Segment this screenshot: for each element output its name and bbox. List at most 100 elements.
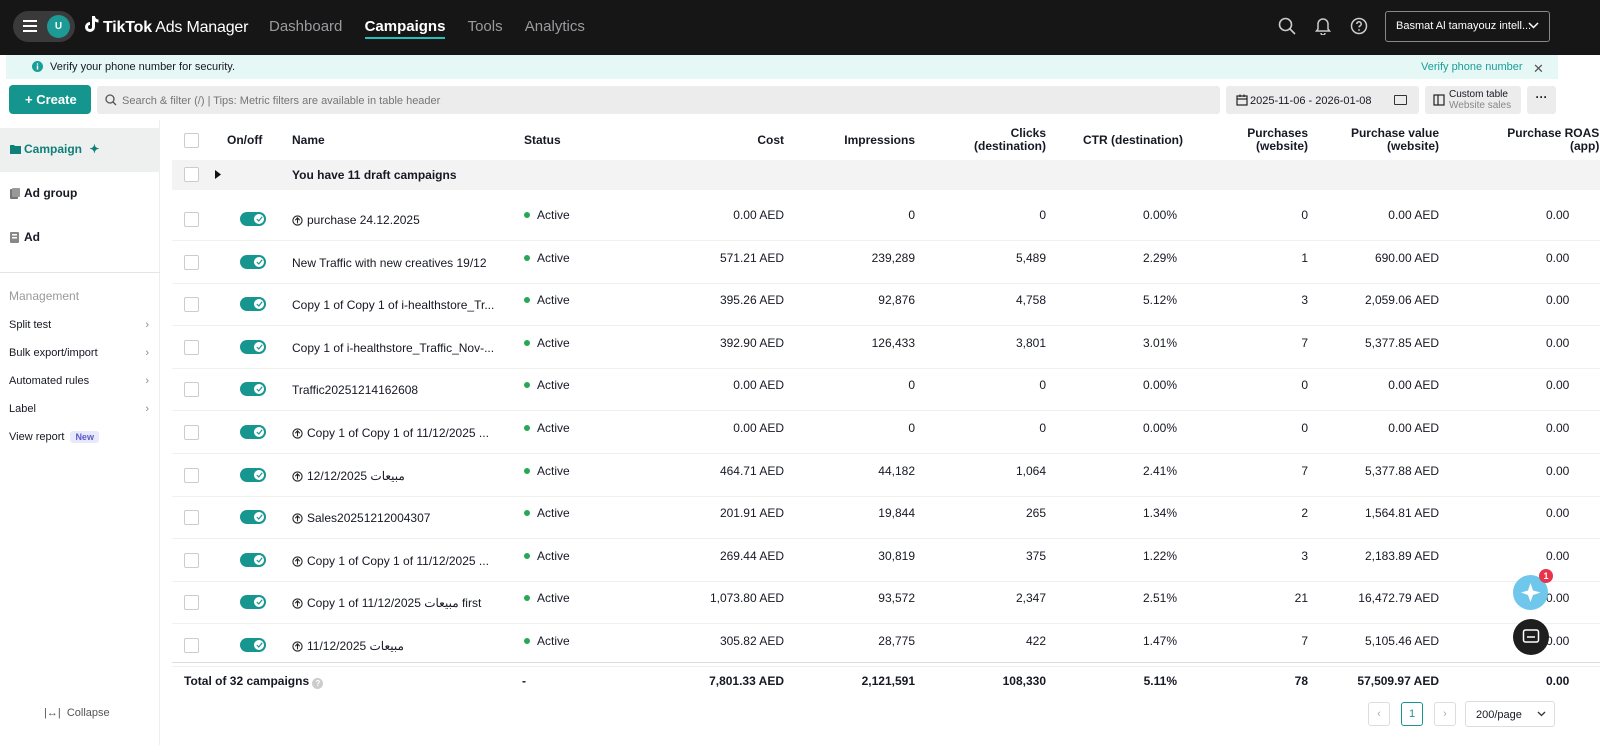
table-row[interactable]: مبيعات 11/12/2025 Active 305.82 AED 28,775 4… [172,624,1600,667]
create-button[interactable]: + Create [9,85,91,114]
campaign-name[interactable]: Copy 1 of i-healthstore_Traffic_Nov-... [292,341,494,355]
sidebar-item-ad[interactable]: Ad [0,216,160,260]
table-row[interactable]: New Traffic with new creatives 19/12 Acti… [172,241,1600,284]
campaign-name[interactable]: مبيعات 11/12/2025 [292,639,404,653]
avatar[interactable]: U [47,15,70,38]
row-checkbox[interactable] [184,595,199,610]
sidebar-link-split-test[interactable]: Split test › [9,319,149,331]
campaign-toggle[interactable] [240,212,266,226]
menu-button[interactable]: U [13,11,75,42]
table-row[interactable]: purchase 24.12.2025 Active 0.00 AED 0 0 0.00%… [172,198,1600,241]
custom-table-button[interactable]: Custom table Website sales [1425,86,1521,114]
campaign-type-icon [292,641,303,652]
search-input[interactable]: Search & filter (/) | Tips: Metric filte… [97,86,1220,114]
col-name[interactable]: Name [292,133,325,147]
date-range-picker[interactable]: 2025-11-06 - 2026-01-08 [1226,86,1419,114]
table-row[interactable]: Traffic20251214162608 Active 0.00 AED 0 0 0.0… [172,368,1600,411]
chevron-right-icon: › [145,319,149,331]
table-row[interactable]: Copy 1 of Copy 1 of 11/12/2025 ... Active… [172,411,1600,454]
campaign-name[interactable]: Copy 1 of 11/12/2025 مبيعات first [292,596,481,610]
campaign-toggle[interactable] [240,297,266,311]
clicks-cell: 0 [1039,378,1046,392]
row-checkbox[interactable] [184,382,199,397]
campaign-name[interactable]: purchase 24.12.2025 [292,213,420,227]
account-selector[interactable]: Basmat Al tamayouz intell... [1385,11,1550,42]
collapse-button[interactable]: |↔| Collapse [44,707,110,719]
row-checkbox[interactable] [184,297,199,312]
sidebar-link-bulk-export[interactable]: Bulk export/import › [9,347,149,359]
campaign-name[interactable]: Copy 1 of Copy 1 of 11/12/2025 ... [292,554,489,568]
campaign-name[interactable]: New Traffic with new creatives 19/12 [292,256,487,270]
table-row[interactable]: مبيعات 12/12/2025 Active 464.71 AED 44,182 1… [172,454,1600,497]
search-icon[interactable] [1278,17,1296,35]
clicks-cell: 375 [1025,549,1046,563]
help-circle-icon[interactable]: ? [312,678,324,689]
roas-cell: 0.00 [1546,634,1570,648]
col-clicks[interactable]: Clicks (destination) [974,127,1046,153]
row-checkbox[interactable] [184,638,199,653]
page-size-select[interactable]: 200/page [1465,701,1555,727]
sidebar-item-ad-group[interactable]: Ad group [0,172,160,216]
compare-icon[interactable] [1394,95,1407,105]
campaign-toggle[interactable] [240,638,266,652]
table-row[interactable]: Sales20251212004307 Active 201.91 AED 19,84… [172,496,1600,539]
nav-tools[interactable]: Tools [467,18,503,35]
col-cost[interactable]: Cost [757,133,784,147]
col-onoff[interactable]: On/off [227,133,263,147]
purchase-value-cell: 5,105.46 AED [1364,634,1439,648]
row-checkbox[interactable] [184,510,199,525]
select-all-checkbox[interactable] [184,133,199,148]
campaign-name-text: Copy 1 of Copy 1 of 11/12/2025 ... [307,426,489,440]
campaign-toggle[interactable] [240,255,266,269]
campaign-toggle[interactable] [240,425,266,439]
campaign-toggle[interactable] [240,510,266,524]
campaign-name[interactable]: Copy 1 of Copy 1 of i-healthstore_Tr... [292,298,494,312]
prev-page-button[interactable]: ‹ [1368,702,1390,726]
help-icon[interactable] [1350,17,1368,35]
draft-campaigns-row[interactable]: You have 11 draft campaigns [172,160,1600,190]
row-checkbox[interactable] [184,553,199,568]
campaign-toggle[interactable] [240,468,266,482]
chat-support-button[interactable] [1513,619,1549,655]
page-1-button[interactable]: 1 [1401,702,1423,726]
verify-phone-link[interactable]: Verify phone number [1421,61,1523,73]
table-row[interactable]: Copy 1 of Copy 1 of i-healthstore_Tr... A… [172,283,1600,326]
col-status[interactable]: Status [524,133,561,147]
campaign-name[interactable]: Copy 1 of Copy 1 of 11/12/2025 ... [292,426,489,440]
sidebar-link-view-report[interactable]: View report New [9,431,149,443]
campaign-toggle[interactable] [240,382,266,396]
row-checkbox[interactable] [184,255,199,270]
campaign-toggle[interactable] [240,553,266,567]
campaign-name[interactable]: Traffic20251214162608 [292,383,418,397]
banner-close-icon[interactable]: ✕ [1533,61,1544,76]
caret-right-icon[interactable] [215,170,221,179]
campaign-toggle[interactable] [240,595,266,609]
impressions-cell: 0 [908,378,915,392]
bell-icon[interactable] [1315,17,1331,35]
col-purchase-value[interactable]: Purchase value (website) [1351,127,1439,153]
status-cell: Active [524,549,570,563]
col-purchase-roas[interactable]: Purchase ROAS (app) [1486,127,1599,153]
nav-dashboard[interactable]: Dashboard [269,18,343,35]
nav-analytics[interactable]: Analytics [524,18,585,35]
campaign-name[interactable]: Sales20251212004307 [292,511,430,525]
col-purchases[interactable]: Purchases (website) [1247,127,1308,153]
row-checkbox[interactable] [184,425,199,440]
table-row[interactable]: Copy 1 of i-healthstore_Traffic_Nov-... A… [172,326,1600,369]
more-options-button[interactable]: ··· [1527,86,1556,114]
col-impressions[interactable]: Impressions [844,133,915,147]
campaign-name[interactable]: مبيعات 12/12/2025 [292,469,405,483]
sidebar-link-label[interactable]: Label › [9,403,149,415]
sidebar-item-campaign[interactable]: Campaign ✦ [0,128,160,172]
draft-checkbox[interactable] [184,167,199,182]
campaign-toggle[interactable] [240,340,266,354]
table-row[interactable]: Copy 1 of 11/12/2025 مبيعات first Active 1… [172,581,1600,624]
nav-campaigns[interactable]: Campaigns [364,18,446,39]
row-checkbox[interactable] [184,340,199,355]
next-page-button[interactable]: › [1434,702,1456,726]
table-row[interactable]: Copy 1 of Copy 1 of 11/12/2025 ... Active… [172,539,1600,582]
row-checkbox[interactable] [184,212,199,227]
sidebar-link-automated-rules[interactable]: Automated rules › [9,375,149,387]
row-checkbox[interactable] [184,468,199,483]
col-ctr[interactable]: CTR (destination) [1083,133,1183,147]
